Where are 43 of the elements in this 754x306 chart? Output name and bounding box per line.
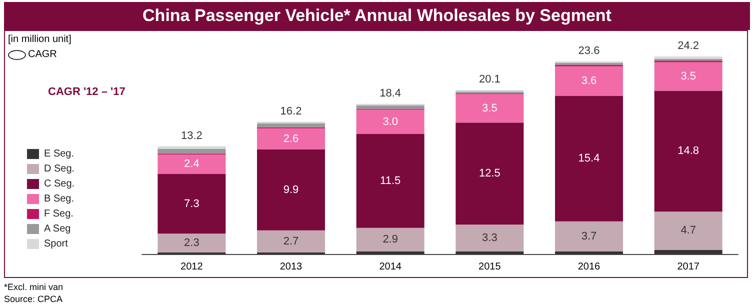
data-label: 3.5 — [482, 102, 498, 114]
total-label: 23.6 — [578, 44, 600, 57]
text: CAGR '12 – '17 — [48, 86, 126, 98]
data-label: 15.4 — [578, 152, 600, 165]
chart-title: China Passenger Vehicle* Annual Wholesales by Segment — [4, 2, 750, 30]
legend-label: B Seg. — [44, 194, 74, 204]
legend-label: E Seg. — [44, 148, 74, 160]
data-label: 11.5 — [380, 174, 401, 187]
data-label: 12.5 — [478, 168, 500, 180]
text: *Excl. mini van — [4, 282, 64, 292]
x-tick-label: 2016 — [578, 262, 601, 272]
data-label: 2.9 — [382, 234, 398, 246]
data-label: 3.6 — [581, 75, 597, 88]
data-label: 3.0 — [382, 116, 398, 128]
x-tick-label: 2013 — [280, 262, 303, 272]
total-label: 13.2 — [180, 130, 202, 142]
data-label: 14.8 — [678, 145, 700, 158]
data-label: 3.3 — [482, 232, 498, 244]
data-label: 2.7 — [283, 235, 299, 248]
legend-label: C Seg. — [44, 178, 75, 190]
total-label: 20.1 — [478, 73, 500, 86]
data-label: 4.7 — [680, 224, 696, 237]
data-label: 2.4 — [184, 158, 200, 170]
data-label: 2.3 — [184, 236, 200, 249]
x-tick-label: 2015 — [478, 262, 502, 272]
source-note: Source: CPCA — [4, 294, 63, 304]
legend-label: Sport — [44, 238, 68, 250]
legend-label: F Seg. — [44, 208, 74, 220]
x-tick-label: 2014 — [379, 262, 402, 272]
data-label: 7.3 — [184, 198, 200, 210]
total-label: 18.4 — [380, 87, 402, 100]
data-label: 9.9 — [283, 184, 299, 196]
total-label: 16.2 — [280, 105, 302, 118]
x-tick-label: 2017 — [677, 262, 700, 272]
data-label: 3.5 — [680, 70, 696, 83]
data-label: 2.6 — [283, 132, 299, 145]
total-label: 24.2 — [678, 40, 700, 52]
text: [in million unit] — [8, 34, 72, 45]
data-label: 3.7 — [581, 230, 597, 242]
legend-label: A Seg — [44, 224, 71, 234]
x-tick-label: 2012 — [180, 262, 204, 272]
text: CAGR — [28, 49, 57, 60]
legend-label: D Seg. — [44, 164, 75, 174]
